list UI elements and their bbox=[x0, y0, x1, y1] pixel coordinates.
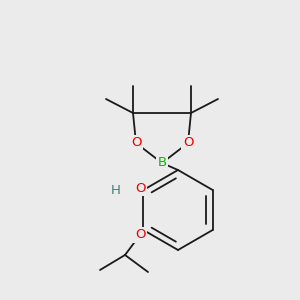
Text: O: O bbox=[135, 229, 145, 242]
Text: O: O bbox=[135, 182, 145, 194]
Text: O: O bbox=[183, 136, 193, 149]
Text: H: H bbox=[111, 184, 121, 196]
Text: B: B bbox=[158, 157, 166, 169]
Text: O: O bbox=[131, 136, 141, 149]
